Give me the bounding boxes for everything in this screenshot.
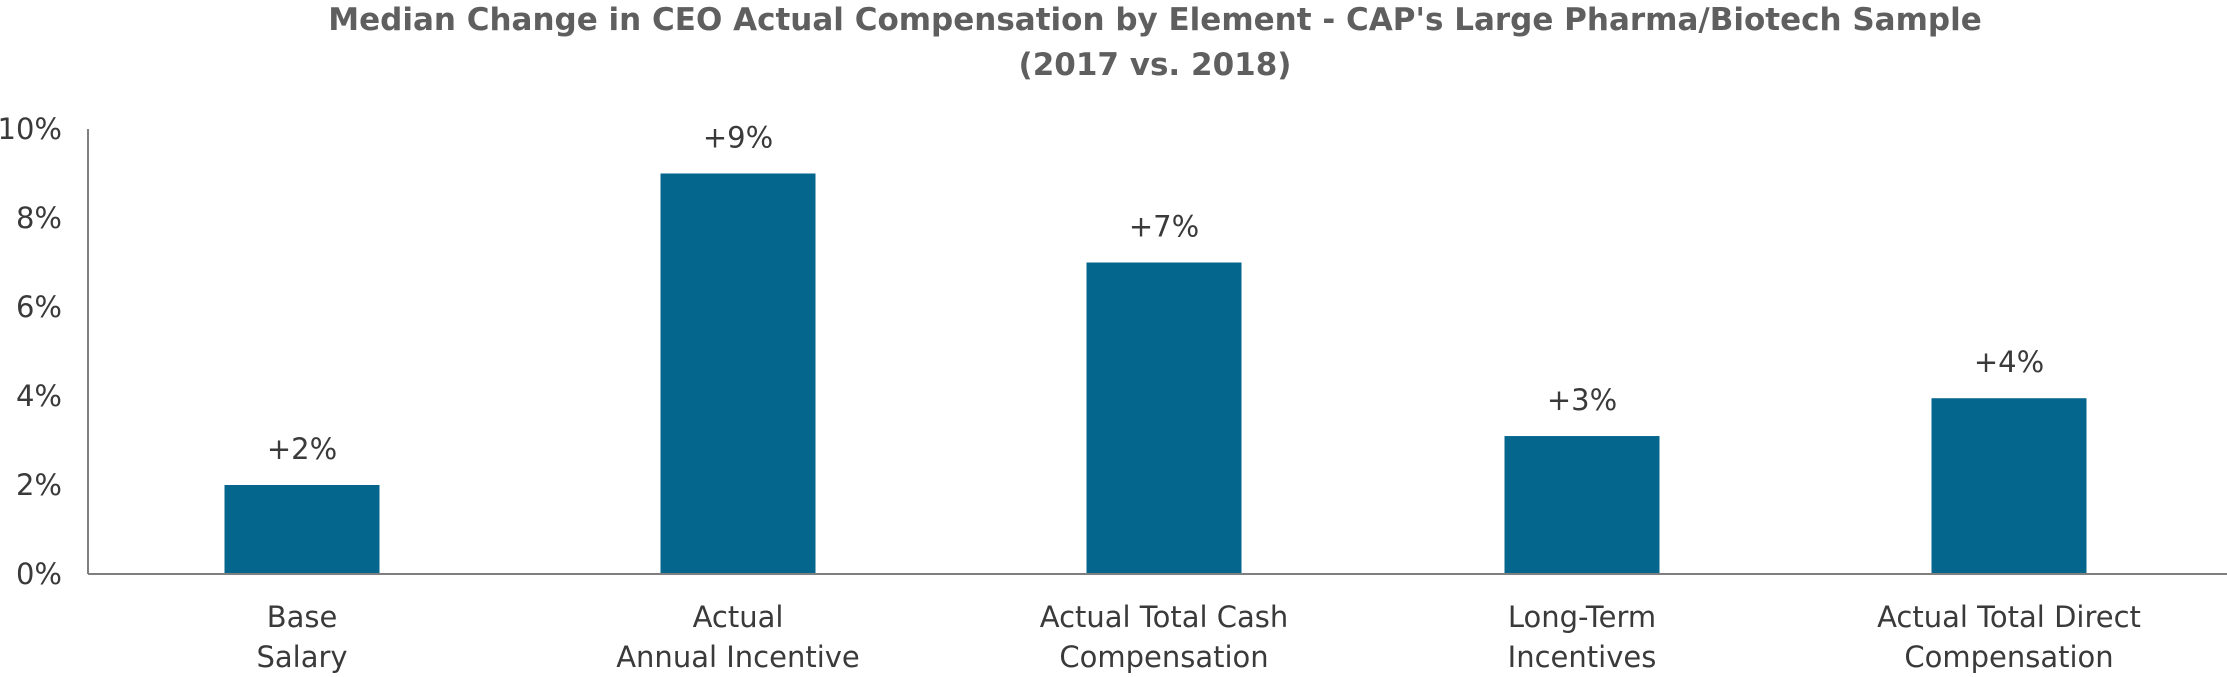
category-label: Incentives (1508, 640, 1657, 674)
data-label: +7% (1129, 210, 1199, 244)
y-tick-label: 0% (16, 557, 62, 591)
category-label: Long-Term (1508, 600, 1656, 634)
chart-title: Median Change in CEO Actual Compensation… (328, 2, 1981, 38)
bar (224, 485, 380, 574)
y-tick-label: 10% (0, 112, 62, 146)
data-label: +2% (267, 432, 337, 466)
data-label: +9% (703, 121, 773, 155)
category-label: Actual Total Cash (1040, 600, 1289, 634)
x-axis-categories: Base Salary Actual Annual Incentive Actual T… (256, 600, 2140, 674)
y-tick-label: 6% (16, 290, 62, 324)
category-label: Salary (256, 640, 347, 674)
bar (1931, 398, 2087, 574)
data-label: +3% (1547, 383, 1617, 417)
bars (224, 173, 2087, 574)
y-tick-label: 8% (16, 201, 62, 235)
bar (1504, 436, 1660, 574)
bar (660, 173, 816, 574)
data-label: +4% (1974, 345, 2044, 379)
category-label: Base (267, 600, 338, 634)
category-label: Compensation (1904, 640, 2113, 674)
data-labels: +2% +9% +7% +3% +4% (267, 121, 2044, 467)
chart-subtitle: (2017 vs. 2018) (1019, 47, 1292, 83)
y-axis: 0% 2% 4% 6% 8% 10% (0, 112, 89, 591)
category-label: Annual Incentive (616, 640, 860, 674)
category-label: Compensation (1059, 640, 1268, 674)
category-label: Actual Total Direct (1877, 600, 2141, 634)
y-tick-label: 4% (16, 379, 62, 413)
bar (1086, 262, 1242, 574)
y-tick-label: 2% (16, 468, 62, 502)
category-label: Actual (693, 600, 784, 634)
